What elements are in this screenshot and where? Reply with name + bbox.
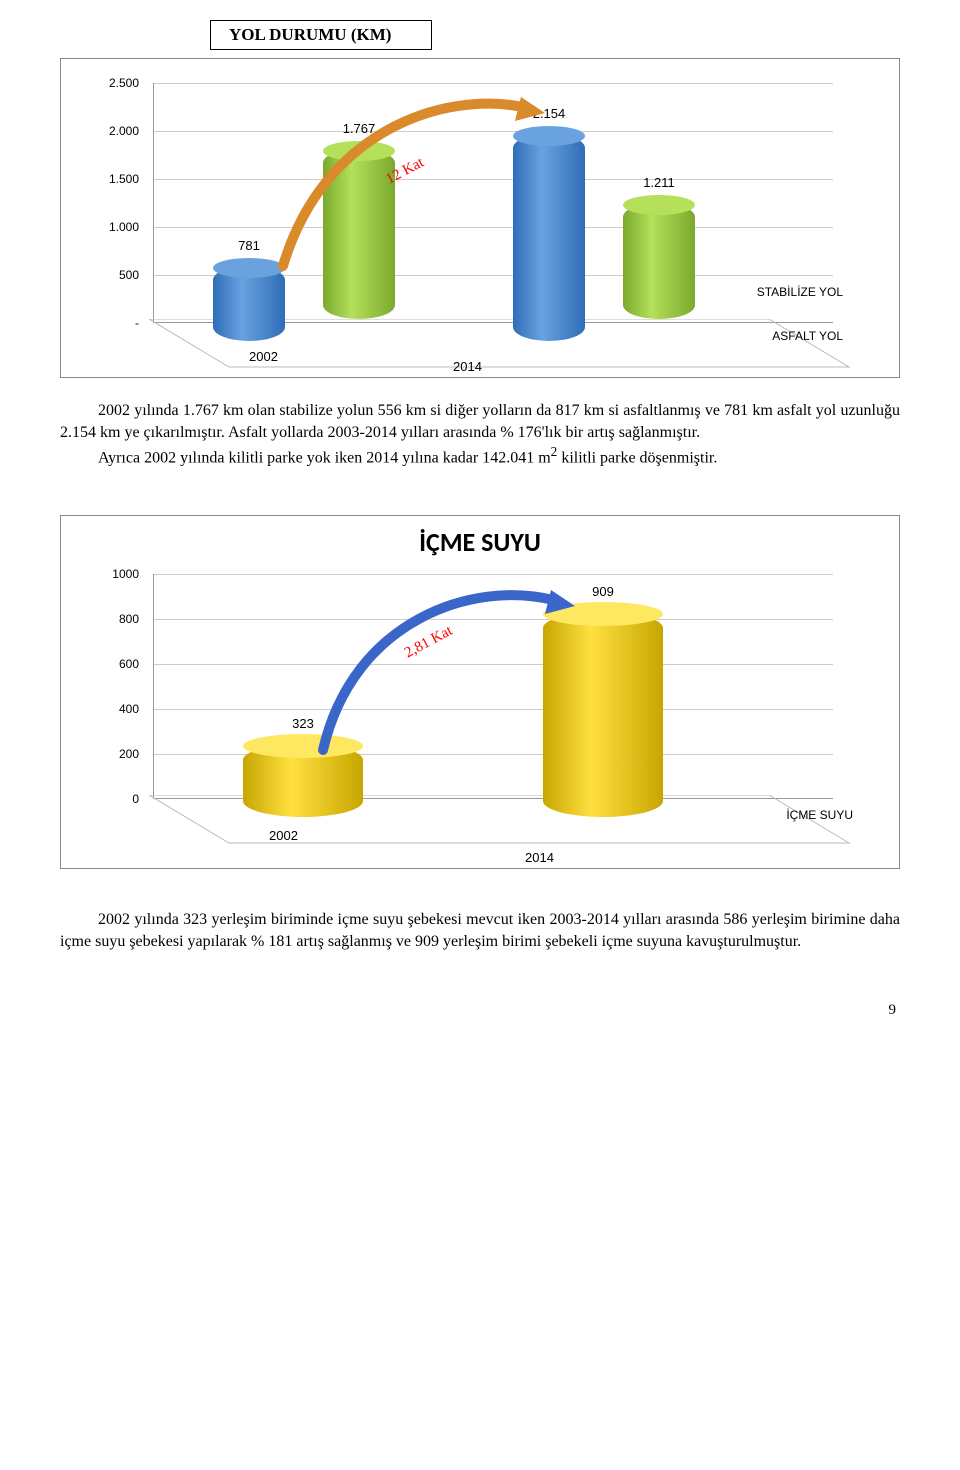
xlabel: 2002 bbox=[249, 349, 278, 364]
chart1-plot: 2.500 2.000 1.500 1.000 500 - bbox=[75, 73, 885, 363]
page-number: 9 bbox=[60, 1002, 900, 1019]
bar-label: 909 bbox=[543, 584, 663, 599]
ytick: 2.000 bbox=[109, 124, 139, 138]
series-label: STABİLİZE YOL bbox=[757, 285, 843, 299]
chart2-yaxis: 1000 800 600 400 200 0 bbox=[75, 564, 145, 854]
series-label: ASFALT YOL bbox=[772, 329, 843, 343]
ytick: 500 bbox=[119, 268, 139, 282]
bar-2014-stabilize: 1.211 bbox=[623, 203, 695, 319]
ytick: 2.500 bbox=[109, 76, 139, 90]
ytick: - bbox=[135, 316, 139, 330]
ytick: 200 bbox=[119, 747, 139, 761]
chart2-plot: 1000 800 600 400 200 0 bbox=[75, 564, 885, 854]
chart1-title: YOL DURUMU (KM) bbox=[229, 25, 391, 44]
ytick: 1.000 bbox=[109, 220, 139, 234]
chart2-floor: 323 909 2,81 Kat 2002 2014 İÇME SUYU bbox=[153, 574, 833, 799]
bar-2014-icmesuyu: 909 bbox=[543, 612, 663, 817]
ytick: 0 bbox=[132, 792, 139, 806]
bar-2002-asfalt: 781 bbox=[213, 266, 285, 341]
ytick: 1000 bbox=[112, 567, 139, 581]
page: YOL DURUMU (KM) 2.500 2.000 1.500 1.000 … bbox=[0, 0, 960, 1059]
chart2-frame: İÇME SUYU 1000 800 600 400 200 0 bbox=[60, 515, 900, 869]
chart1-title-box: YOL DURUMU (KM) bbox=[210, 20, 432, 50]
para1b-suffix: kilitli parke döşenmiştir. bbox=[557, 450, 717, 467]
ytick: 800 bbox=[119, 612, 139, 626]
bar-label: 1.211 bbox=[623, 175, 695, 190]
para1b-prefix: Ayrıca 2002 yılında kilitli parke yok ik… bbox=[98, 450, 551, 467]
chart1-yaxis: 2.500 2.000 1.500 1.000 500 - bbox=[75, 73, 145, 363]
bar-label: 2.154 bbox=[513, 106, 585, 121]
para1a: 2002 yılında 1.767 km olan stabilize yol… bbox=[60, 400, 900, 443]
chart1-floor: 781 1.767 2.154 1.211 bbox=[153, 83, 833, 323]
paragraph-1: 2002 yılında 1.767 km olan stabilize yol… bbox=[60, 400, 900, 469]
ytick: 600 bbox=[119, 657, 139, 671]
xlabel: 2014 bbox=[453, 359, 482, 374]
bar-label: 323 bbox=[243, 716, 363, 731]
bar-2014-asfalt: 2.154 bbox=[513, 134, 585, 341]
para1b: Ayrıca 2002 yılında kilitli parke yok ik… bbox=[60, 443, 717, 469]
series-label: İÇME SUYU bbox=[786, 808, 853, 822]
ytick: 1.500 bbox=[109, 172, 139, 186]
chart1-frame: 2.500 2.000 1.500 1.000 500 - bbox=[60, 58, 900, 378]
bar-label: 1.767 bbox=[323, 121, 395, 136]
chart2-title: İÇME SUYU bbox=[75, 526, 885, 558]
bar-2002-icmesuyu: 323 bbox=[243, 744, 363, 817]
paragraph-2: 2002 yılında 323 yerleşim biriminde içme… bbox=[60, 909, 900, 952]
bar-label: 781 bbox=[213, 238, 285, 253]
ytick: 400 bbox=[119, 702, 139, 716]
xlabel: 2002 bbox=[269, 828, 298, 843]
xlabel: 2014 bbox=[525, 850, 554, 865]
